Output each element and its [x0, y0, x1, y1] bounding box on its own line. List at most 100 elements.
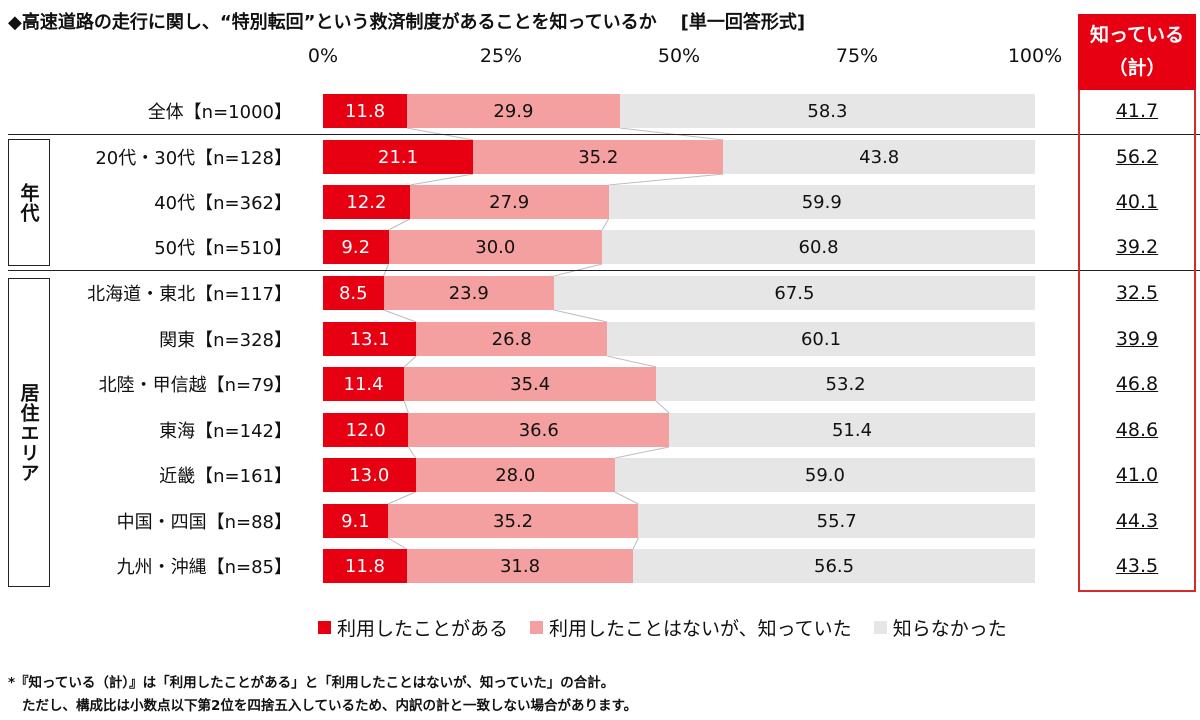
x-tick-label: 50% — [657, 45, 701, 67]
row-label: 全体【n=1000】 — [147, 102, 292, 123]
stacked-bar: 11.8 31.8 56.5 — [323, 549, 1035, 583]
row-label: 40代【n=362】 — [154, 193, 292, 214]
bar-value-label: 60.1 — [800, 328, 842, 350]
bar-value-label: 13.1 — [349, 328, 390, 350]
bar-segment-not-known: 58.3 — [619, 94, 1035, 128]
group-box-area: 居住エリア — [8, 278, 50, 587]
group-label-area: 居住エリア — [17, 382, 40, 483]
footnote-1: *『知っている（計）』は「利用したことがある」と「利用したことはないが、知ってい… — [8, 675, 615, 691]
divider-line-1 — [8, 134, 1200, 135]
bar-segment-known-not-used: 35.4 — [404, 367, 657, 401]
known-header-line2: （計） — [1108, 57, 1166, 79]
row-label: 北海道・東北【n=117】 — [87, 284, 292, 305]
bar-value-label: 30.0 — [475, 236, 516, 258]
bar-segment-not-known: 51.4 — [669, 413, 1035, 447]
bar-segment-not-known: 60.1 — [607, 322, 1035, 356]
bar-segment-used: 13.0 — [323, 458, 416, 492]
bar-value-label: 59.9 — [801, 191, 842, 213]
connector-line — [408, 446, 416, 459]
connector-line — [614, 491, 639, 505]
bar-value-label: 35.2 — [578, 146, 619, 168]
connector-line — [387, 491, 416, 505]
bar-segment-used: 9.2 — [323, 230, 389, 264]
connector-line — [409, 173, 474, 186]
stacked-bar: 8.5 23.9 67.5 — [323, 276, 1035, 310]
connector-line — [403, 355, 417, 368]
bar-value-label: 31.8 — [499, 555, 541, 577]
footnote-2: ただし、構成比は小数点以下第2位を四捨五入しているため、内訳の計と一致しない場合… — [22, 698, 638, 714]
row-label: 中国・四国【n=88】 — [116, 512, 292, 533]
bar-segment-known-not-used: 26.8 — [416, 322, 608, 356]
known-total-value: 41.0 — [1115, 464, 1159, 486]
connector-line — [388, 218, 411, 231]
bar-segment-not-known: 43.8 — [723, 140, 1035, 174]
connector-line — [606, 355, 657, 368]
bar-segment-not-known: 60.8 — [602, 230, 1035, 264]
legend-swatch-known-not-used — [530, 621, 544, 634]
stacked-bar: 11.4 35.4 53.2 — [323, 367, 1035, 401]
bar-value-label: 9.2 — [341, 236, 371, 258]
stacked-bar: 12.2 27.9 59.9 — [323, 185, 1035, 219]
bar-segment-used: 12.0 — [323, 413, 409, 447]
bar-segment-used: 11.8 — [323, 549, 407, 583]
bar-value-label: 23.9 — [448, 282, 489, 304]
bar-segment-known-not-used: 36.6 — [408, 413, 670, 447]
bar-segment-not-known: 59.9 — [608, 185, 1035, 219]
stacked-bar: 9.1 35.2 55.7 — [323, 504, 1035, 538]
stacked-bar: 9.2 30.0 60.8 — [323, 230, 1035, 264]
bar-value-label: 58.3 — [807, 100, 848, 122]
row-label: 近畿【n=161】 — [159, 466, 292, 487]
stacked-bar: 11.8 29.9 58.3 — [323, 94, 1035, 128]
x-tick-label: 100% — [1007, 45, 1063, 67]
divider-line-2 — [8, 270, 1200, 271]
known-total-value: 39.9 — [1115, 328, 1159, 350]
bar-value-label: 59.0 — [804, 464, 845, 486]
row-label: 東海【n=142】 — [159, 421, 292, 442]
known-total-value: 46.8 — [1115, 373, 1159, 395]
bar-value-label: 11.4 — [343, 373, 384, 395]
bar-segment-not-known: 53.2 — [656, 367, 1035, 401]
x-tick-label: 75% — [835, 45, 879, 67]
bar-value-label: 27.9 — [489, 191, 530, 213]
bar-value-label: 26.8 — [491, 328, 532, 350]
connector-line — [553, 309, 608, 323]
bar-value-label: 60.8 — [798, 236, 839, 258]
bar-segment-not-known: 59.0 — [614, 458, 1035, 492]
group-box-age: 年代 — [8, 139, 50, 266]
bar-segment-not-known: 55.7 — [638, 504, 1035, 538]
chart-title-text: ◆高速道路の走行に関し、“特別転回”という救済制度があることを知っているか — [8, 12, 657, 33]
bar-value-label: 8.5 — [338, 282, 368, 304]
known-total-value: 41.7 — [1115, 100, 1159, 122]
bar-value-label: 13.0 — [349, 464, 390, 486]
known-total-value: 56.2 — [1115, 146, 1159, 168]
bar-value-label: 28.0 — [495, 464, 536, 486]
connector-line — [632, 537, 639, 550]
bar-value-label: 36.6 — [518, 419, 559, 441]
row-label: 関東【n=328】 — [159, 330, 292, 351]
x-tick-label: 25% — [479, 45, 523, 67]
bar-segment-known-not-used: 30.0 — [388, 230, 603, 264]
legend-swatch-used — [318, 621, 331, 634]
bar-value-label: 21.1 — [378, 146, 419, 168]
bar-value-label: 12.0 — [345, 419, 386, 441]
bar-segment-not-known: 67.5 — [553, 276, 1035, 310]
bar-value-label: 11.8 — [344, 555, 385, 577]
bar-value-label: 51.4 — [831, 419, 873, 441]
bar-segment-known-not-used: 35.2 — [473, 140, 724, 174]
known-total-value: 44.3 — [1115, 510, 1159, 532]
stacked-bar: 12.0 36.6 51.4 — [323, 413, 1035, 447]
chart-title: ◆高速道路の走行に関し、“特別転回”という救済制度があることを知っているか [単一… — [8, 8, 805, 34]
row-label: 九州・沖縄【n=85】 — [116, 557, 292, 578]
stacked-bar: 21.1 35.2 43.8 — [323, 140, 1035, 174]
bar-segment-used: 12.2 — [323, 185, 410, 219]
connector-line — [614, 446, 670, 459]
connector-line — [601, 218, 609, 231]
known-header-line1: 知っている — [1089, 23, 1185, 46]
bar-value-label: 9.1 — [341, 510, 370, 532]
bar-value-label: 43.8 — [859, 146, 900, 168]
known-total-header: 知っている （計） — [1078, 14, 1196, 90]
connector-line — [383, 309, 417, 323]
bar-value-label: 12.2 — [346, 191, 387, 213]
bar-segment-known-not-used: 23.9 — [383, 276, 554, 310]
